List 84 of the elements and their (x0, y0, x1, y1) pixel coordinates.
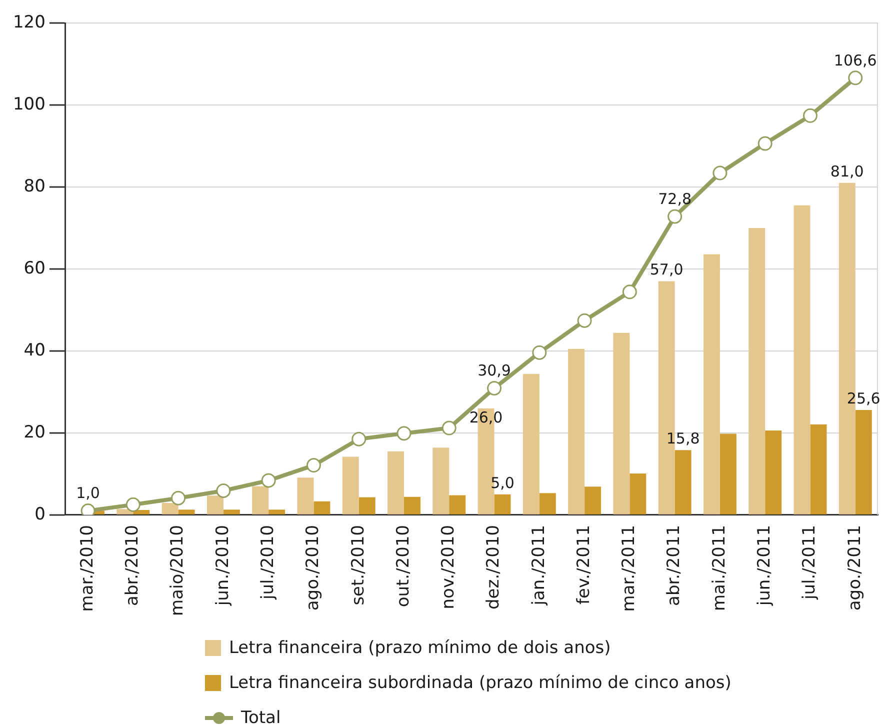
bar (720, 434, 736, 514)
point (306, 458, 321, 473)
bar (748, 228, 766, 514)
x-tick-label: set./2010 (348, 524, 368, 606)
point (712, 166, 728, 180)
y-tick-label: 20 (24, 422, 46, 442)
bar (206, 496, 224, 514)
bar (358, 497, 376, 514)
x-tick-label: mar./2010 (77, 524, 98, 612)
x-tick-label: jun./2011 (754, 524, 775, 607)
bar (223, 510, 240, 514)
point (126, 497, 140, 512)
point (622, 284, 637, 300)
data-label: 81,0 (830, 162, 864, 180)
data-label: 72,8 (658, 190, 692, 208)
bar (133, 510, 150, 514)
bar (613, 332, 630, 514)
bar (494, 494, 511, 514)
bar (388, 451, 404, 514)
bar (794, 205, 810, 514)
x-tick-label: nov./2010 (438, 524, 459, 610)
point (261, 473, 276, 488)
x-tick-label: maio/2010 (168, 524, 188, 616)
bar (568, 348, 585, 514)
bar (674, 450, 692, 514)
data-label: 15,8 (666, 430, 700, 448)
x-tick-label: jun./2010 (212, 524, 233, 607)
y-tick-label: 120 (12, 12, 46, 32)
x-tick-label: jan./2011 (528, 524, 549, 606)
legend-label: Letra financeira subordinada (prazo mínimo de cinco anos) (229, 672, 732, 692)
x-tick-label: mar./2011 (619, 524, 640, 612)
data-label: 5,0 (490, 474, 514, 492)
bar (314, 501, 330, 514)
bar (342, 456, 359, 514)
y-tick-label: 100 (12, 94, 46, 114)
bar (297, 478, 314, 514)
point (216, 483, 231, 498)
y-tick-label: 60 (24, 258, 46, 278)
data-label: 30,9 (478, 362, 511, 380)
y-tick-label: 0 (34, 504, 46, 524)
point (487, 380, 502, 396)
data-label: 1,0 (76, 484, 100, 502)
bar (404, 496, 420, 514)
legend-label: Total (241, 708, 281, 726)
bar (539, 493, 556, 514)
bar (178, 510, 195, 514)
bar (810, 424, 827, 514)
point (802, 108, 818, 123)
x-tick-label: ago./2011 (844, 524, 865, 611)
bar (765, 430, 782, 514)
bar (522, 374, 540, 514)
bar (449, 495, 466, 514)
x-tick-label: mai./2011 (709, 524, 730, 612)
point (442, 420, 456, 436)
x-tick-label: jul./2011 (800, 524, 820, 601)
legend-label: Letra financeira (prazo mínimo de dois anos) (229, 638, 611, 658)
bar (268, 510, 286, 514)
bar (630, 474, 646, 514)
point (758, 136, 772, 151)
point (532, 345, 547, 360)
point (396, 426, 412, 441)
point (171, 490, 186, 506)
x-tick-label: dez./2010 (484, 524, 504, 610)
x-tick-label: abr./2011 (664, 524, 684, 606)
bar (252, 486, 269, 514)
point (577, 313, 592, 328)
bar (584, 486, 602, 514)
bar (855, 410, 872, 514)
y-tick-label: 40 (24, 340, 46, 360)
x-tick-label: out./2010 (393, 524, 414, 608)
point (352, 432, 366, 446)
bar (703, 254, 720, 514)
bar (162, 503, 178, 514)
point (668, 209, 682, 224)
x-tick-label: ago./2010 (303, 524, 324, 611)
x-tick-label: fev./2011 (574, 524, 594, 604)
point (848, 70, 863, 86)
data-label: 25,6 (846, 389, 880, 408)
data-label: 106,6 (834, 51, 877, 70)
data-label: 57,0 (650, 260, 684, 279)
bar (432, 448, 450, 514)
x-tick-label: abr./2010 (122, 524, 143, 606)
x-tick-label: jul./2010 (258, 524, 278, 601)
y-tick-label: 80 (24, 176, 46, 196)
